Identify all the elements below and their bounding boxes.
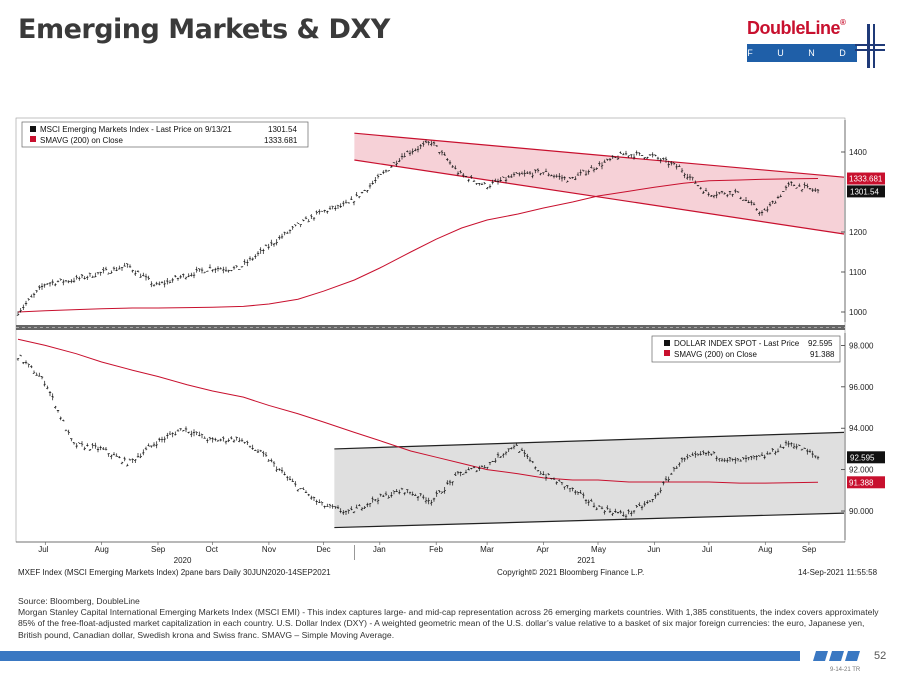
xtick-month-8: Mar — [480, 545, 494, 554]
top-channel-upper — [354, 132, 845, 178]
bottom-last-sma-label: 91.388 — [849, 478, 874, 487]
bottom-last-sma-tag — [847, 476, 885, 489]
xtick-month-14: Sep — [802, 545, 817, 554]
page-number: 52 — [874, 650, 887, 662]
xtick-month-1: Aug — [95, 545, 109, 554]
bottom-legend-sma-value: 91.388 — [810, 350, 835, 359]
page-title: Emerging Markets & DXY — [18, 14, 390, 45]
top-last-price-tag — [847, 185, 885, 198]
top-legend-sma-label: SMAVG (200) on Close — [40, 136, 124, 145]
bottom-last-price-tag — [847, 451, 885, 464]
xtick-month-9: Apr — [536, 545, 549, 554]
bottom-ytick-0: 90.000 — [849, 507, 874, 516]
footnotes: Source: Bloomberg, DoubleLine Morgan Sta… — [18, 596, 888, 641]
top-legend: MSCI Emerging Markets Index - Last Price… — [21, 121, 309, 148]
top-legend-price-value: 1301.54 — [268, 125, 297, 134]
doc-code: 9-14-21 TR — [830, 667, 861, 673]
bottom-pane: 90.000 92.000 94.000 96.000 98.000 92.595 91.3… — [16, 333, 885, 540]
chart-footer-left: MXEF Index (MSCI Emerging Markets Index)… — [18, 568, 331, 577]
footnote-definitions: Morgan Stanley Capital International Eme… — [18, 607, 879, 640]
top-last-sma-tag — [847, 172, 885, 185]
xtick-month-7: Feb — [429, 545, 443, 554]
bottom-ytick-2: 94.000 — [849, 424, 874, 433]
bottom-ytick-1: 92.000 — [849, 466, 874, 475]
top-ytick-3: 1400 — [849, 148, 867, 157]
bottom-channel-upper — [334, 431, 845, 450]
xtick-month-0: Jul — [38, 545, 48, 554]
bottom-price-bars — [16, 354, 820, 520]
xtick-month-6: Jan — [373, 545, 386, 554]
xtick-year-2021: 2021 — [577, 556, 595, 565]
bottom-price-path — [16, 354, 820, 520]
chart-footer-center: Copyright© 2021 Bloomberg Finance L.P. — [497, 568, 644, 577]
top-price-path — [16, 139, 820, 316]
bottom-legend-price-label: DOLLAR INDEX SPOT - Last Price — [674, 339, 800, 348]
bottom-legend: DOLLAR INDEX SPOT - Last Price 92.595 SM… — [651, 335, 841, 363]
xtick-month-10: May — [591, 545, 606, 554]
xtick-month-13: Aug — [758, 545, 772, 554]
xtick-month-11: Jun — [647, 545, 660, 554]
top-legend-sma-value: 1333.681 — [264, 136, 298, 145]
xtick-month-12: Jul — [702, 545, 712, 554]
footnote-source: Source: Bloomberg, DoubleLine — [18, 596, 140, 606]
xtick-month-2: Sep — [151, 545, 166, 554]
doubleline-logo: DoubleLine® F U N D S — [745, 18, 885, 76]
logo-funds: F U N D S — [747, 44, 857, 76]
top-ytick-1: 1100 — [849, 268, 867, 277]
bottom-ytick-4: 98.000 — [849, 341, 874, 350]
x-axis: Jul Aug Sep Oct Nov Dec Jan Feb Mar Apr May Jun Jul A… — [16, 541, 845, 565]
xtick-year-2020: 2020 — [174, 556, 192, 565]
chart-footer-right: 14-Sep-2021 11:55:58 — [798, 568, 878, 577]
bottom-ytick-3: 96.000 — [849, 383, 874, 392]
top-trend-channel — [354, 133, 844, 234]
xtick-month-5: Dec — [316, 545, 330, 554]
top-ytick-0: 1000 — [849, 308, 867, 317]
top-last-price-label: 1301.54 — [850, 187, 879, 196]
xtick-month-3: Oct — [206, 545, 219, 554]
top-last-sma-label: 1333.681 — [849, 175, 883, 184]
top-sma-line — [17, 178, 819, 313]
top-pane: 1000 1100 1200 1400 1301.54 1333.681 — [16, 120, 885, 322]
bottom-last-price-label: 92.595 — [850, 453, 875, 462]
bottom-stripes — [813, 651, 860, 661]
bloomberg-chart: 1000 1100 1200 1400 1301.54 1333.681 90.000 92… — [15, 117, 885, 577]
bottom-legend-price-value: 92.595 — [808, 339, 833, 348]
top-legend-price-label: MSCI Emerging Markets Index - Last Price… — [40, 125, 232, 134]
top-channel-lower — [354, 159, 845, 235]
bottom-sma-line — [17, 338, 819, 484]
top-price-bars — [16, 139, 820, 316]
bottom-legend-sma-label: SMAVG (200) on Close — [674, 350, 758, 359]
logo-brand: DoubleLine® — [747, 18, 846, 38]
bottom-channel-lower — [334, 512, 845, 529]
xtick-month-4: Nov — [262, 545, 276, 554]
top-ytick-2: 1200 — [849, 228, 867, 237]
bottom-accent-bar — [0, 651, 800, 661]
